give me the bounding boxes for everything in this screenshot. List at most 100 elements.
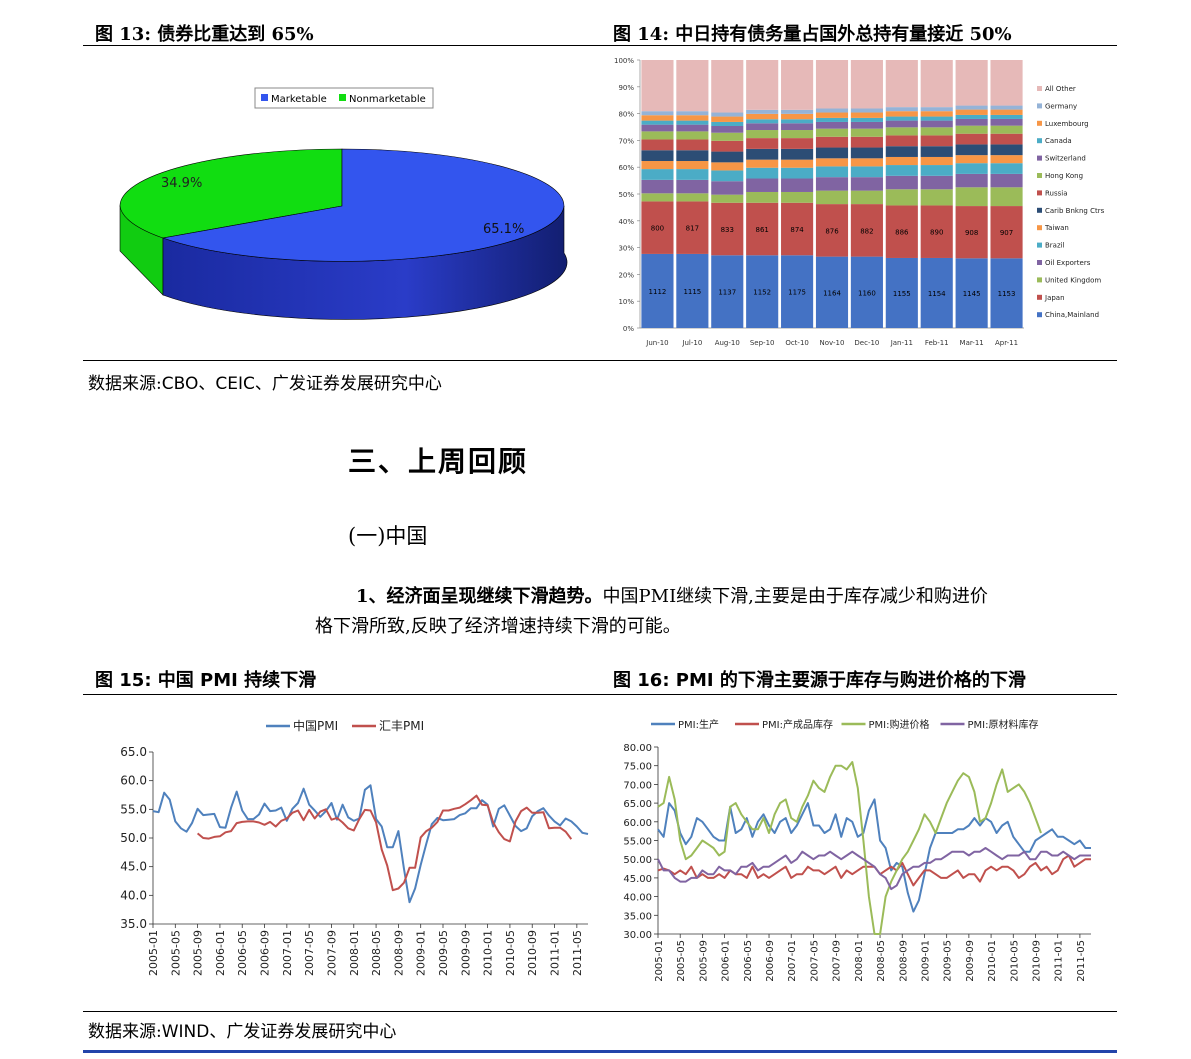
fig14-bar-segment	[641, 131, 674, 140]
fig14-bar-segment	[676, 115, 709, 121]
fig14-bar-segment	[641, 150, 674, 162]
fig14-bar-segment	[850, 117, 883, 122]
fig14-bar-segment	[781, 148, 814, 160]
fig13-title: 图 13: 债券比重达到 65%	[95, 24, 314, 45]
fig14-bar-segment	[920, 156, 953, 166]
fig14-bar-segment	[990, 125, 1023, 134]
section-subheading: (一)中国	[348, 524, 428, 548]
fig15svg-xtick-label: 2010-09	[526, 930, 539, 976]
fig14-bar-segment	[955, 133, 988, 145]
fig14-bar-segment	[850, 147, 883, 159]
fig16svg-xtick-label: 2011-01	[1054, 940, 1065, 982]
fig14-bar-segment	[781, 123, 814, 131]
fig15svg-xtick-label: 2005-09	[192, 930, 205, 976]
fig15svg-xtick-label: 2008-09	[392, 930, 405, 976]
fig14-bar-segment	[815, 147, 849, 159]
fig14-xtick-label: Mar-11	[960, 339, 984, 347]
fig14-bar-segment	[815, 204, 849, 257]
fig14-ytick-label: 90%	[618, 84, 634, 92]
fig14-xtick-label: Jan-11	[890, 339, 913, 347]
fig14-legend-label: China,Mainland	[1045, 311, 1099, 319]
section-heading: 三、上周回顾	[348, 445, 529, 478]
fig14-bar-segment	[850, 204, 883, 257]
fig16svg-ytick-label: 80.00	[623, 743, 652, 754]
fig14-bar-segment	[641, 124, 674, 132]
fig15svg-xtick-label: 2005-01	[147, 930, 160, 976]
fig14-legend-swatch	[1037, 190, 1042, 196]
fig14-bar-segment	[990, 163, 1023, 174]
paragraph-text1: 中国PMI继续下滑,主要是由于库存减少和购进价	[602, 586, 988, 607]
fig14-bar-segment	[746, 113, 779, 120]
fig14-bar-segment	[920, 120, 953, 128]
fig14-legend-swatch	[1037, 173, 1042, 178]
fig16svg-xtick-label: 2007-01	[787, 940, 798, 982]
paragraph-line2: 格下滑所致,反映了经济增速持续下滑的可能。	[315, 616, 681, 637]
fig14-bar-segment	[711, 255, 744, 328]
fig16svg-xtick-label: 2005-01	[654, 940, 665, 982]
fig14-bar-segment	[850, 121, 883, 129]
fig14-legend-label: Japan	[1044, 294, 1065, 302]
fig14-xtick-label: Dec-10	[854, 339, 879, 347]
fig14-legend-swatch	[1037, 312, 1042, 318]
paragraph-bold: 1、经济面呈现继续下滑趋势。	[356, 586, 603, 607]
fig14-data-label: 1155	[893, 290, 911, 298]
fig14-bar-segment	[781, 202, 814, 256]
fig14-bar-segment	[746, 178, 779, 192]
fig14-legend-label: Germany	[1045, 102, 1077, 110]
fig14-bar-segment	[711, 140, 744, 152]
fig16svg-series-line	[657, 847, 1091, 891]
fig16svg-legend-label: PMI:原材料库存	[968, 718, 1039, 731]
fig15svg-xtick-label: 2007-05	[303, 930, 316, 976]
fig14-bar-segment	[676, 179, 709, 194]
fig14-bar-segment	[885, 116, 918, 121]
fig14-ytick-label: 70%	[618, 137, 634, 145]
fig14-data-label: 882	[860, 227, 873, 235]
fig14-bar-segment	[781, 130, 814, 139]
fig14-legend-swatch	[1037, 225, 1042, 231]
fig14-bar-segment	[711, 202, 744, 256]
fig16svg-ytick-label: 65.00	[623, 799, 652, 810]
fig14-data-label: 1112	[649, 288, 667, 296]
fig14-bar-segment	[920, 135, 953, 147]
fig15svg-xtick-label: 2007-01	[281, 930, 294, 976]
fig14-xtick-label: Apr-11	[995, 339, 1018, 347]
fig14-data-label: 833	[721, 226, 734, 234]
fig14-bar-segment	[850, 158, 883, 167]
fig14-legend-label: Luxembourg	[1045, 120, 1089, 128]
fig14-bar-segment	[781, 159, 814, 168]
fig15svg-xtick-label: 2011-01	[549, 930, 562, 976]
source2-label: 数据来源:	[88, 1022, 162, 1042]
fig14-bar-segment	[815, 112, 849, 118]
footer-bar	[83, 1050, 1117, 1053]
fig16svg-legend-label: PMI:产成品库存	[762, 718, 833, 731]
fig15svg-xtick-label: 2009-01	[415, 930, 428, 976]
fig15svg-ytick-label: 55.0	[120, 802, 147, 816]
fig14-xtick-label: Jul-10	[681, 339, 702, 347]
fig14-bar-segment	[815, 60, 849, 109]
fig14-bar-segment	[641, 253, 674, 328]
fig14-data-label: 1152	[753, 289, 771, 297]
fig14-bar-segment	[920, 116, 953, 121]
fig15svg-xtick-label: 2011-05	[571, 930, 584, 976]
fig14-bar-segment	[885, 146, 918, 157]
fig14-bar-segment	[850, 177, 883, 191]
fig14-bar-segment	[955, 125, 988, 134]
fig14-data-label: 886	[895, 229, 909, 237]
fig16svg-legend-label: PMI:生产	[678, 718, 719, 731]
fig15-chart: 35.0 40.0 45.0 50.0 55.0 60.0 65.0 2005-01 2005-…	[120, 718, 589, 976]
fig14-bar-segment	[955, 60, 988, 106]
fig15svg-ytick-label: 65.0	[120, 745, 147, 759]
fig14-ytick-label: 40%	[618, 218, 634, 226]
fig14-legend-swatch	[1037, 294, 1042, 300]
fig14-bar-segment	[781, 191, 814, 203]
fig14-bar-segment	[920, 127, 953, 136]
source1-text: CBO、CEIC、广发证券发展研究中心	[161, 374, 442, 394]
legend-nonmarketable: Nonmarketable	[349, 94, 426, 105]
fig14-legend-label: United Kingdom	[1045, 276, 1101, 284]
fig14-bar-segment	[676, 169, 709, 180]
fig14-bar-segment	[885, 60, 918, 108]
fig14-bar-segment	[885, 156, 918, 166]
fig14-bar-segment	[920, 165, 953, 176]
fig14-data-label: 907	[1000, 229, 1013, 237]
legend-marketable: Marketable	[271, 94, 327, 105]
